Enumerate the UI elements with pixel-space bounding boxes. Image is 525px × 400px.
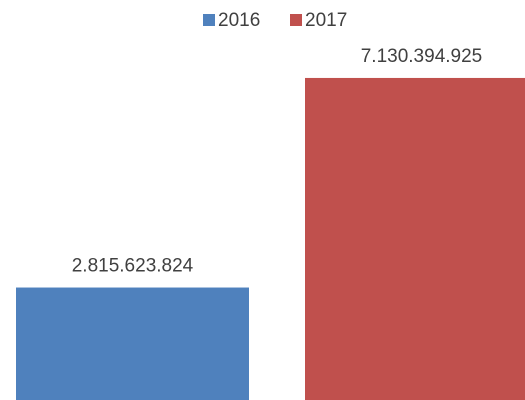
bar <box>16 287 249 400</box>
bar <box>305 77 525 400</box>
legend-label: 2017 <box>305 10 347 31</box>
legend-label: 2016 <box>218 10 260 31</box>
data-label: 2.815.623.824 <box>72 256 194 277</box>
data-label: 7.130.394.925 <box>361 46 483 67</box>
legend-swatch <box>290 14 302 26</box>
legend-swatch <box>203 14 215 26</box>
